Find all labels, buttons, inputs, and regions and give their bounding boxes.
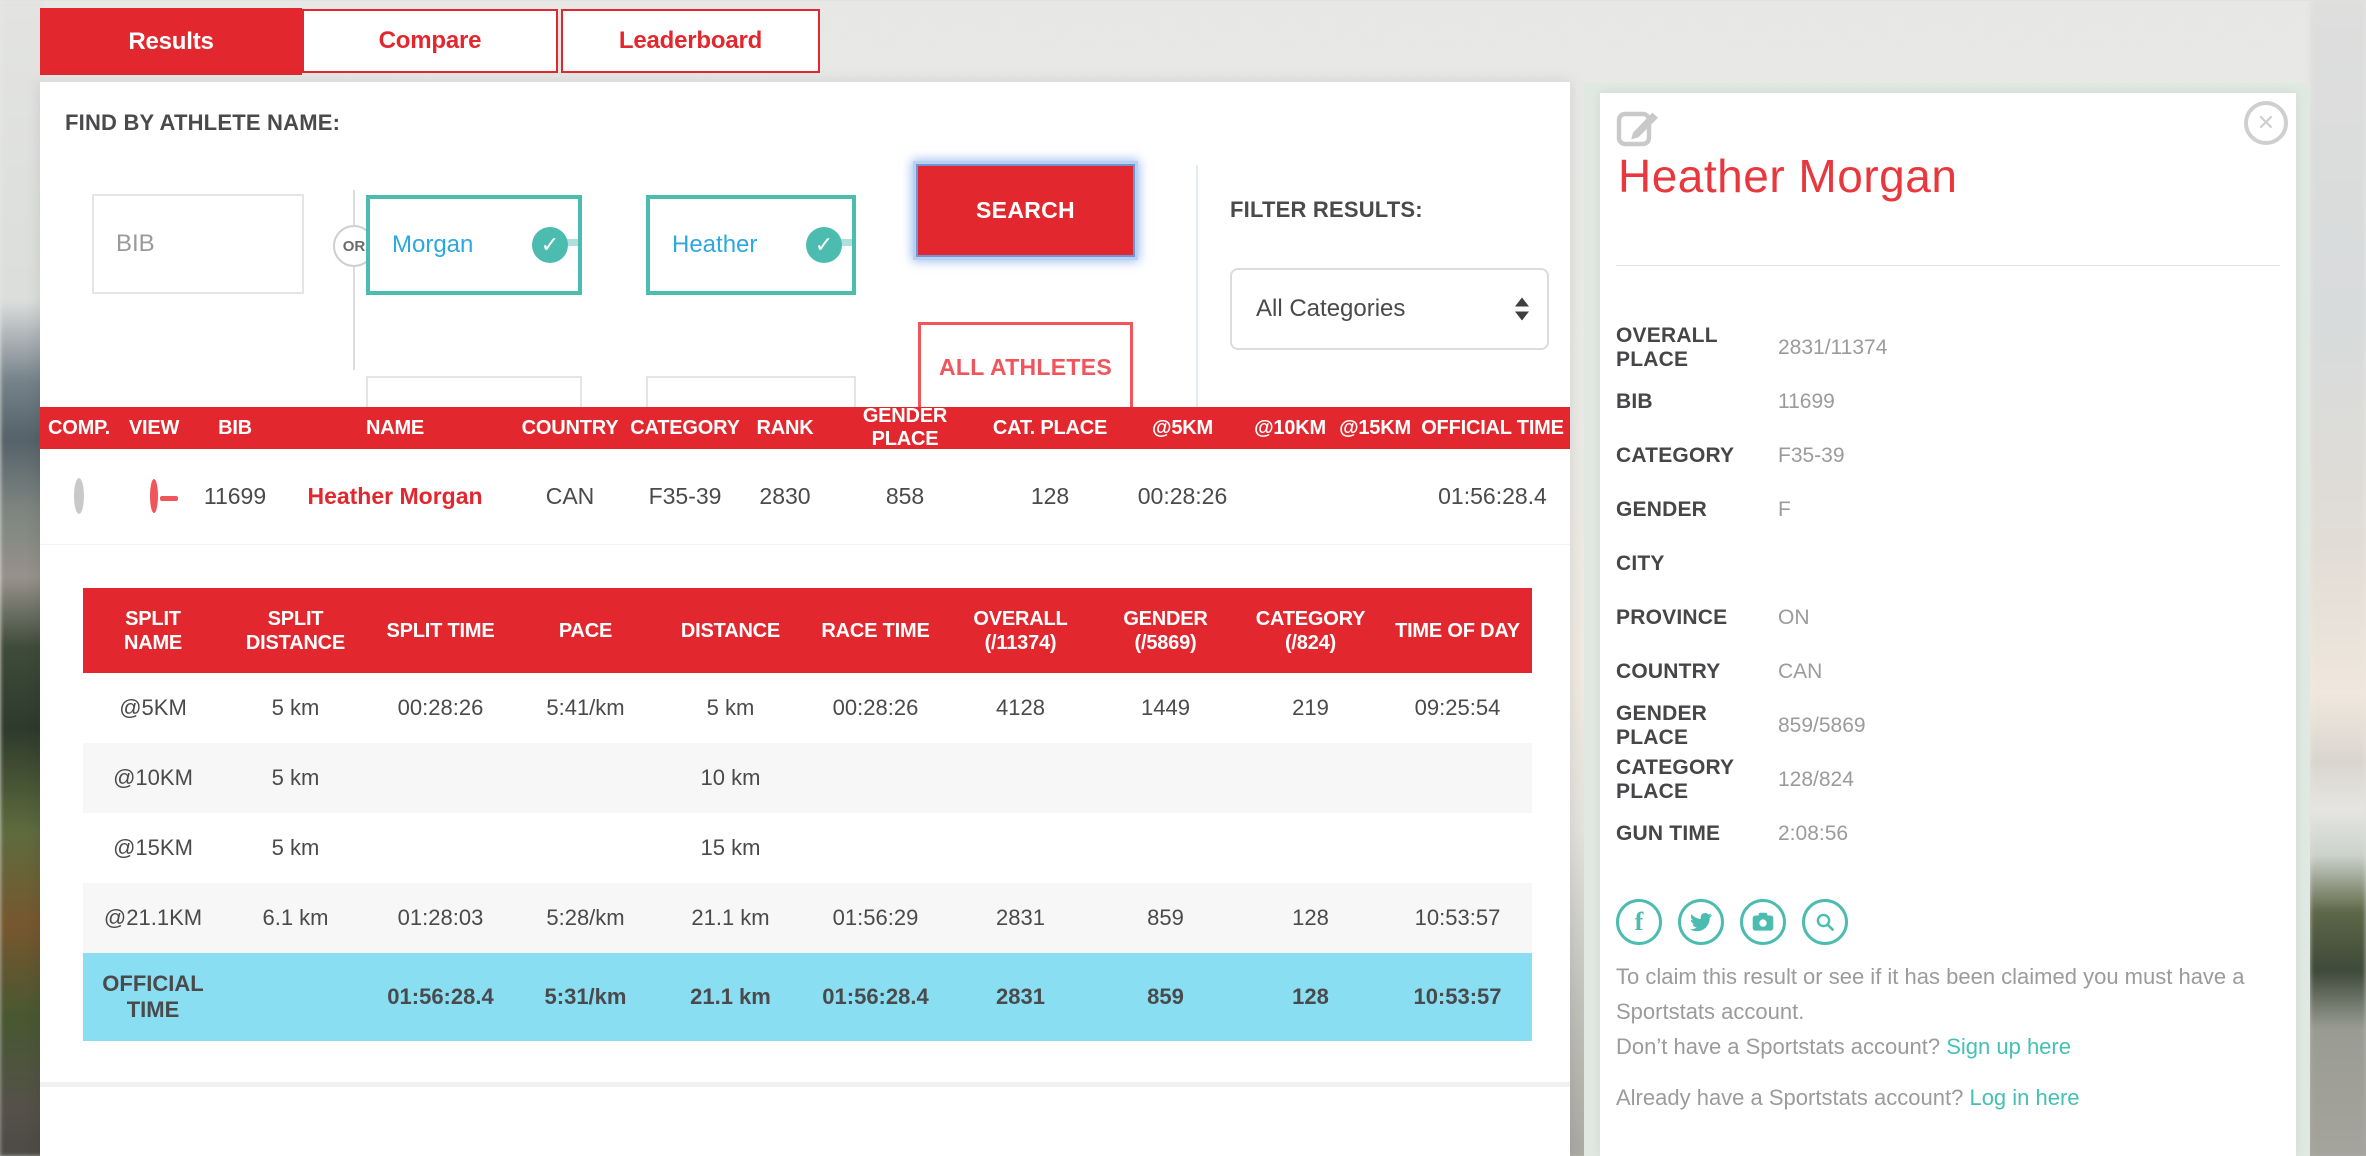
splits-table-header: SPLIT NAME SPLIT DISTANCE SPLIT TIME PACE… [83, 588, 1532, 673]
select-arrows-icon [1515, 297, 1529, 321]
social-icons: f [1616, 899, 1848, 945]
detail-row: CATEGORY F35-39 [1616, 444, 1845, 467]
split-header: PACE [558, 619, 613, 642]
login-line: Already have a Sportstats account? Log i… [1616, 1085, 2080, 1110]
header-name: NAME [365, 416, 425, 439]
athlete-detail-panel: ✕ Heather Morgan OVERALL PLACE 2831/11374… [1584, 83, 2310, 1156]
splits-table: SPLIT NAME SPLIT DISTANCE SPLIT TIME PACE… [83, 588, 1532, 1041]
split-header: TIME OF DAY [1395, 619, 1520, 642]
table-row: @10KM 5 km 10 km [83, 743, 1532, 813]
all-athletes-button[interactable]: ALL ATHLETES [918, 322, 1133, 413]
header-comp: COMP. [48, 416, 110, 439]
results-table-header: COMP. VIEW BIB NAME COUNTRY CATEGORY RAN… [40, 405, 1570, 450]
athlete-card: ✕ Heather Morgan OVERALL PLACE 2831/11374… [1600, 93, 2296, 1156]
search-button[interactable]: SEARCH [916, 164, 1135, 257]
cell-athlete-name[interactable]: Heather Morgan [307, 483, 483, 509]
tab-leaderboard[interactable]: Leaderboard [561, 9, 820, 73]
camera-icon[interactable] [1740, 899, 1786, 945]
cell-bib: 11699 [203, 483, 267, 509]
twitter-icon[interactable] [1678, 899, 1724, 945]
split-header: OVERALL (/11374) [973, 607, 1068, 654]
cell-category: F35-39 [648, 483, 722, 509]
header-view: VIEW [128, 416, 180, 439]
first-name-field: ✓ [646, 195, 856, 295]
section-divider [1196, 165, 1198, 430]
header-bib: BIB [218, 416, 252, 439]
cell-official-time: 01:56:28.4 [1438, 483, 1547, 509]
header-cat-place: CAT. PLACE [992, 416, 1108, 439]
header-gender-place: GENDER PLACE [862, 405, 948, 450]
tab-results[interactable]: Results [40, 8, 302, 75]
athlete-details: OVERALL PLACE 2831/11374 BIB 11699 CATEGOR… [1616, 321, 2280, 861]
split-header: DISTANCE [680, 619, 781, 642]
results-table: COMP. VIEW BIB NAME COUNTRY CATEGORY RAN… [40, 405, 1570, 545]
header-country: COUNTRY [521, 416, 619, 439]
table-row: @21.1KM 6.1 km 01:28:03 5:28/km 21.1 km … [83, 883, 1532, 953]
header-rank: RANK [756, 416, 814, 439]
header-15km: @15KM [1339, 416, 1411, 439]
table-row: @5KM 5 km 00:28:26 5:41/km 5 km 00:28:26… [83, 673, 1532, 743]
or-divider [353, 190, 355, 370]
detail-row: GENDER PLACE 859/5869 [1616, 702, 1866, 749]
find-by-athlete-label: FIND BY ATHLETE NAME: [65, 110, 341, 135]
signup-line: Don’t have a Sportstats account? Sign up… [1616, 1034, 2071, 1059]
detail-row: OVERALL PLACE 2831/11374 [1616, 324, 1888, 371]
check-icon: ✓ [532, 227, 582, 263]
bib-field [92, 194, 304, 294]
log-in-link[interactable]: Log in here [1969, 1085, 2080, 1110]
split-header: RACE TIME [821, 619, 930, 642]
header-official-time: OFFICIAL TIME [1421, 416, 1564, 439]
header-5km: @5KM [1152, 416, 1213, 439]
cell-5km: 00:28:26 [1137, 483, 1228, 509]
background-photo-left [0, 0, 44, 1156]
split-header: SPLIT TIME [386, 619, 495, 642]
detail-row: CATEGORY PLACE 128/824 [1616, 756, 1854, 803]
table-row: 11699 Heather Morgan CAN F35-39 2830 858… [40, 449, 1570, 545]
official-time-row: OFFICIAL TIME 01:56:28.4 5:31/km 21.1 km… [83, 953, 1532, 1041]
split-header: CATEGORY (/824) [1255, 607, 1366, 654]
cell-cat-place: 128 [1030, 483, 1070, 509]
cell-country: CAN [545, 483, 595, 509]
compare-radio[interactable] [74, 478, 84, 514]
detail-row: GENDER F [1616, 498, 1791, 521]
last-name-field: ✓ [366, 195, 582, 295]
detail-row: COUNTRY CAN [1616, 660, 1823, 683]
category-select[interactable]: All Categories [1230, 268, 1549, 350]
results-panel: FIND BY ATHLETE NAME: OR ✓ ✓ SEARCH ALL … [40, 82, 1570, 1156]
cell-rank: 2830 [759, 483, 811, 509]
split-header: SPLIT NAME [123, 607, 183, 654]
minus-circle-icon[interactable] [150, 479, 158, 513]
header-category: CATEGORY [630, 416, 740, 439]
split-header: GENDER (/5869) [1123, 607, 1208, 654]
close-icon[interactable]: ✕ [2244, 101, 2288, 145]
facebook-icon[interactable]: f [1616, 899, 1662, 945]
split-header: SPLIT DISTANCE [245, 607, 346, 654]
claim-info: To claim this result or see if it has be… [1616, 959, 2272, 1115]
footer-divider [40, 1082, 1570, 1087]
detail-row: GUN TIME 2:08:56 [1616, 822, 1849, 845]
claim-text: To claim this result or see if it has be… [1616, 964, 2245, 1024]
tab-compare[interactable]: Compare [302, 9, 558, 73]
edit-icon[interactable] [1614, 103, 1662, 151]
background-photo-right [2310, 0, 2366, 1156]
detail-row: PROVINCE ON [1616, 606, 1810, 629]
filter-results-label: FILTER RESULTS: [1230, 197, 1423, 222]
category-select-value: All Categories [1256, 295, 1406, 322]
header-10km: @10KM [1254, 416, 1326, 439]
athlete-name: Heather Morgan [1618, 150, 1958, 202]
detail-row: BIB 11699 [1616, 390, 1835, 413]
sign-up-link[interactable]: Sign up here [1946, 1034, 2071, 1059]
check-icon: ✓ [806, 227, 856, 263]
divider [1616, 265, 2280, 266]
cell-gender-place: 858 [885, 483, 925, 509]
table-row: @15KM 5 km 15 km [83, 813, 1532, 883]
search-icon[interactable] [1802, 899, 1848, 945]
bib-input[interactable] [94, 196, 302, 292]
detail-row: CITY [1616, 552, 1665, 575]
